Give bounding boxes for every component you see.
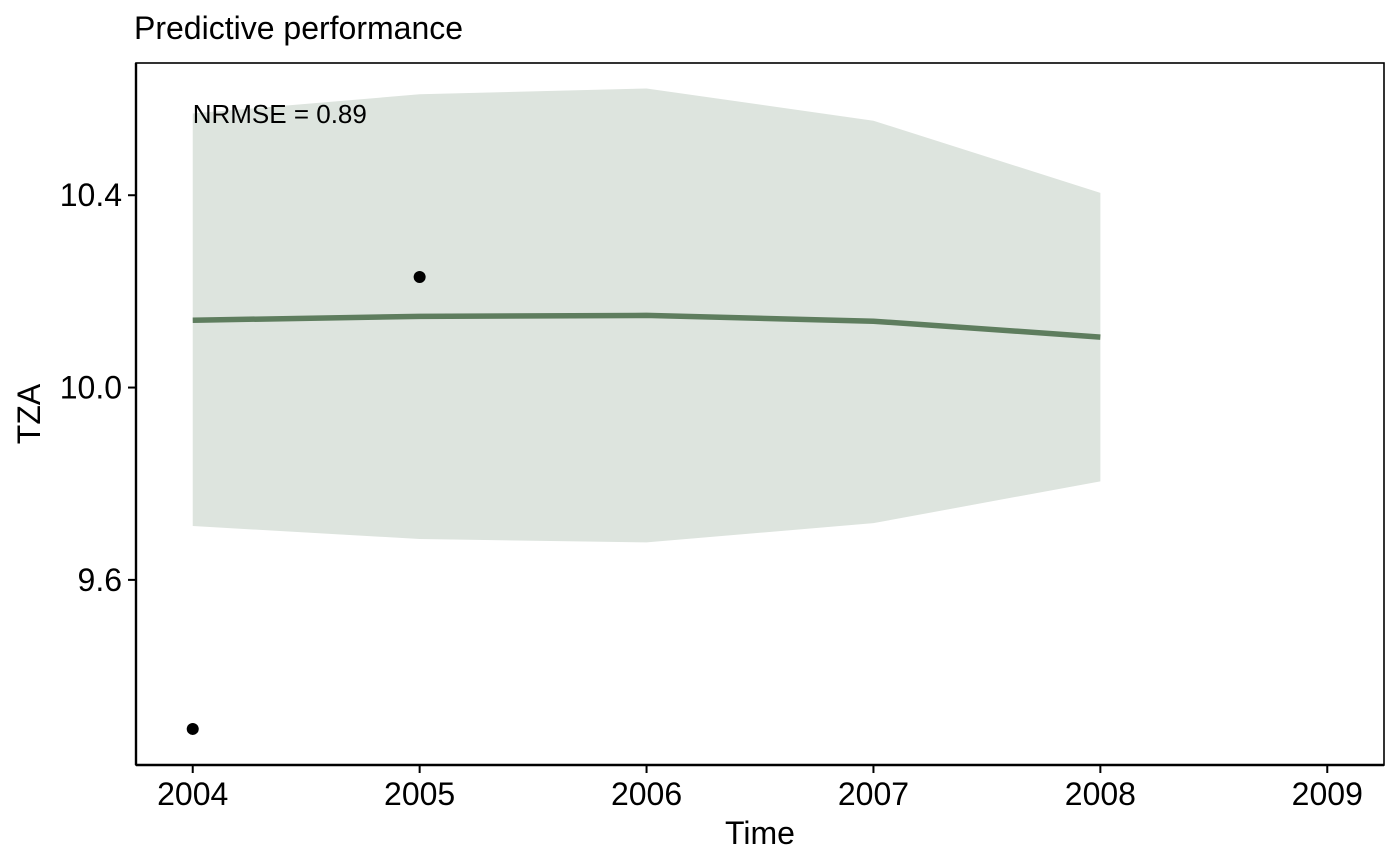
x-tick-label: 2005 [384, 776, 455, 812]
y-tick-label: 10.0 [60, 370, 122, 406]
x-tick-label: 2009 [1292, 776, 1363, 812]
y-tick-label: 10.4 [60, 177, 122, 213]
y-tick-label: 9.6 [78, 562, 122, 598]
x-tick-label: 2004 [157, 776, 228, 812]
observed-point [186, 722, 199, 735]
prediction-line-layer [192, 312, 1101, 340]
observed-point [413, 270, 426, 283]
nrmse-annotation: NRMSE = 0.89 [193, 99, 367, 129]
y-axis-label: TZA [11, 383, 47, 444]
x-tick-label: 2006 [611, 776, 682, 812]
x-axis-ticks: 2004 2005 2006 2007 2008 2009 [157, 765, 1363, 812]
prediction-line [192, 312, 1101, 340]
annotation-layer: NRMSE = 0.89 [193, 99, 367, 129]
x-tick-label: 2008 [1065, 776, 1136, 812]
y-axis-ticks: 9.6 10.0 10.4 [60, 177, 136, 598]
plot-area: NRMSE = 0.89 [134, 62, 1385, 767]
x-tick-label: 2007 [838, 776, 909, 812]
x-axis-label: Time [725, 815, 795, 851]
chart-title: Predictive performance [134, 10, 463, 46]
observed-points-layer [186, 270, 426, 735]
